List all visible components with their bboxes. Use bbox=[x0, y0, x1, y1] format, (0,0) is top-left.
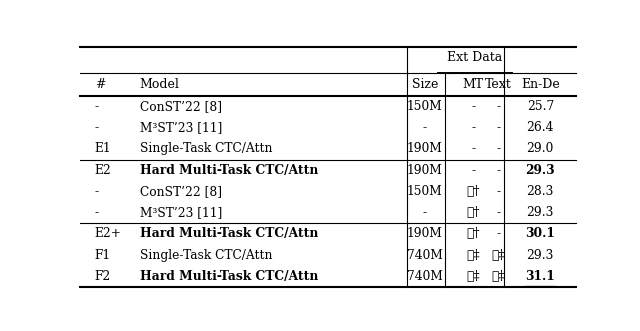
Text: Single-Task CTC/Attn: Single-Task CTC/Attn bbox=[140, 142, 272, 155]
Text: -: - bbox=[471, 142, 476, 155]
Text: Hard Multi-Task CTC/Attn: Hard Multi-Task CTC/Attn bbox=[140, 227, 318, 240]
Text: ✓‡: ✓‡ bbox=[492, 249, 505, 261]
Text: ✓‡: ✓‡ bbox=[467, 270, 480, 283]
Text: Text: Text bbox=[484, 78, 511, 91]
Text: 740M: 740M bbox=[407, 270, 443, 283]
Text: -: - bbox=[496, 185, 500, 198]
Text: E2+: E2+ bbox=[95, 227, 122, 240]
Text: -: - bbox=[496, 164, 500, 177]
Text: -: - bbox=[496, 142, 500, 155]
Text: -: - bbox=[471, 164, 476, 177]
Text: Hard Multi-Task CTC/Attn: Hard Multi-Task CTC/Attn bbox=[140, 270, 318, 283]
Text: -: - bbox=[95, 100, 99, 113]
Text: 29.3: 29.3 bbox=[525, 164, 555, 177]
Text: -: - bbox=[471, 121, 476, 134]
Text: ✓†: ✓† bbox=[467, 227, 480, 240]
Text: -: - bbox=[95, 206, 99, 219]
Text: -: - bbox=[471, 100, 476, 113]
Text: Model: Model bbox=[140, 78, 179, 91]
Text: -: - bbox=[422, 206, 427, 219]
Text: 30.1: 30.1 bbox=[525, 227, 556, 240]
Text: -: - bbox=[496, 206, 500, 219]
Text: Hard Multi-Task CTC/Attn: Hard Multi-Task CTC/Attn bbox=[140, 164, 318, 177]
Text: -: - bbox=[422, 121, 427, 134]
Text: E1: E1 bbox=[95, 142, 111, 155]
Text: ConST’22 [8]: ConST’22 [8] bbox=[140, 185, 221, 198]
Text: 29.3: 29.3 bbox=[527, 249, 554, 261]
Text: ✓‡: ✓‡ bbox=[492, 270, 505, 283]
Text: 31.1: 31.1 bbox=[525, 270, 555, 283]
Text: Single-Task CTC/Attn: Single-Task CTC/Attn bbox=[140, 249, 272, 261]
Text: M³ST’23 [11]: M³ST’23 [11] bbox=[140, 121, 222, 134]
Text: 190M: 190M bbox=[407, 227, 443, 240]
Text: ✓†: ✓† bbox=[467, 185, 480, 198]
Text: -: - bbox=[95, 121, 99, 134]
Text: En-De: En-De bbox=[521, 78, 559, 91]
Text: 25.7: 25.7 bbox=[527, 100, 554, 113]
Text: 29.3: 29.3 bbox=[527, 206, 554, 219]
Text: #: # bbox=[95, 78, 106, 91]
Text: F1: F1 bbox=[95, 249, 111, 261]
Text: 150M: 150M bbox=[407, 100, 443, 113]
Text: 26.4: 26.4 bbox=[527, 121, 554, 134]
Text: -: - bbox=[496, 100, 500, 113]
Text: 190M: 190M bbox=[407, 164, 443, 177]
Text: 740M: 740M bbox=[407, 249, 443, 261]
Text: ConST’22 [8]: ConST’22 [8] bbox=[140, 100, 221, 113]
Text: Size: Size bbox=[412, 78, 438, 91]
Text: ✓‡: ✓‡ bbox=[467, 249, 480, 261]
Text: ✓†: ✓† bbox=[467, 206, 480, 219]
Text: 29.0: 29.0 bbox=[527, 142, 554, 155]
Text: 28.3: 28.3 bbox=[527, 185, 554, 198]
Text: M³ST’23 [11]: M³ST’23 [11] bbox=[140, 206, 222, 219]
Text: -: - bbox=[496, 227, 500, 240]
Text: 150M: 150M bbox=[407, 185, 443, 198]
Text: MT: MT bbox=[463, 78, 484, 91]
Text: -: - bbox=[95, 185, 99, 198]
Text: 190M: 190M bbox=[407, 142, 443, 155]
Text: -: - bbox=[496, 121, 500, 134]
Text: F2: F2 bbox=[95, 270, 111, 283]
Text: E2: E2 bbox=[95, 164, 111, 177]
Text: Ext Data: Ext Data bbox=[447, 51, 502, 64]
